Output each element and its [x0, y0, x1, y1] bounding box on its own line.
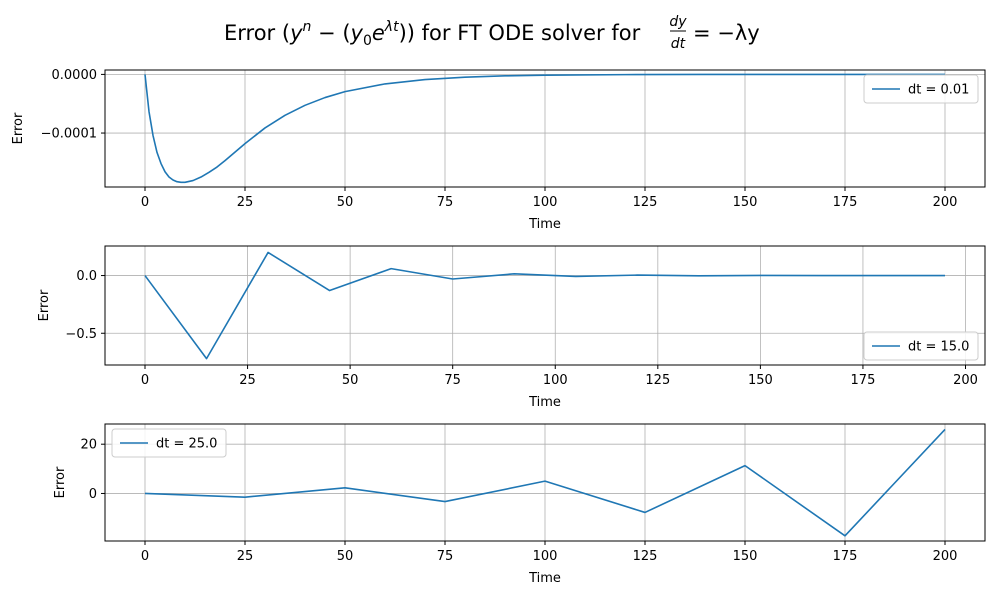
series-line — [144, 73, 945, 184]
y-tick-label: 20 — [80, 438, 97, 453]
y-axis-label: Error — [11, 112, 26, 144]
x-tick-label: 200 — [933, 549, 958, 564]
x-tick-label: 200 — [933, 195, 958, 210]
title-prefix: Error ( — [224, 21, 290, 45]
x-tick-label: 125 — [645, 373, 670, 388]
title-math-close: ) — [399, 21, 407, 45]
legend-label: dt = 25.0 — [156, 437, 217, 452]
x-axis-label: Time — [528, 217, 561, 232]
title-body: ) for FT ODE solver for — [407, 21, 641, 45]
x-tick-label: 0 — [141, 195, 149, 210]
figure-title: Error (yn − (y0eλt)) for FT ODE solver f… — [224, 14, 760, 52]
legend-box — [863, 331, 979, 361]
x-tick-label: 100 — [533, 549, 558, 564]
title-math-yn: y — [289, 21, 303, 45]
axes-frame — [104, 245, 986, 366]
y-axis-label: Error — [37, 289, 52, 321]
x-tick-label: 50 — [337, 549, 354, 564]
y-axis-label: Error — [53, 466, 68, 498]
series-line — [144, 251, 945, 360]
subplot-dt-0-01: 0 25 50 75 100 125 150 175 200 0.0000 −0.0001 Time E… — [11, 68, 986, 232]
legend: dt = 15.0 — [863, 331, 979, 361]
x-tick-label: 25 — [237, 195, 254, 210]
title-math-e: e — [372, 21, 385, 45]
legend-label: dt = 15.0 — [908, 340, 969, 355]
title-math-lt: λt — [384, 19, 399, 35]
x-tick-label: 75 — [437, 195, 454, 210]
title-suffix: = −λy — [693, 21, 760, 45]
legend-label: dt = 0.01 — [908, 83, 969, 98]
x-tick-label: 125 — [633, 195, 658, 210]
x-tick-label: 50 — [342, 373, 359, 388]
x-axis-label: Time — [528, 395, 561, 410]
y-tick-label: −0.5 — [65, 327, 97, 342]
svg-text:Error (yn − (y0eλt)) for FT OD: Error (yn − (y0eλt)) for FT ODE solver f… — [224, 19, 641, 49]
x-tick-label: 150 — [733, 195, 758, 210]
x-tick-label: 200 — [953, 373, 978, 388]
x-tick-label: 75 — [444, 373, 461, 388]
x-axis-label: Time — [528, 571, 561, 586]
x-tick-label: 150 — [748, 373, 773, 388]
y-tick-label: 0 — [89, 487, 97, 502]
legend: dt = 0.01 — [863, 74, 979, 104]
title-frac-den: dt — [671, 36, 686, 52]
title-math-minus: − ( — [311, 21, 350, 45]
x-tick-label: 0 — [141, 549, 149, 564]
title-math-n: n — [303, 19, 312, 35]
title-frac-num: dy — [669, 14, 687, 30]
x-tick-label: 175 — [833, 195, 858, 210]
title-math-y0: y — [350, 21, 364, 45]
x-tick-label: 175 — [851, 373, 876, 388]
x-tick-label: 125 — [633, 549, 658, 564]
y-tick-label: −0.0001 — [41, 127, 97, 142]
legend: dt = 25.0 — [111, 428, 227, 458]
x-tick-label: 0 — [141, 373, 149, 388]
legend-box — [111, 428, 227, 458]
y-tick-label: 0.0000 — [52, 68, 98, 83]
legend-box — [863, 74, 979, 104]
x-tick-label: 25 — [239, 373, 256, 388]
subplot-dt-15: 0 25 50 75 100 125 150 175 200 0.0 −0.5 Time Error dt… — [37, 245, 986, 410]
x-tick-label: 100 — [543, 373, 568, 388]
series-line — [144, 428, 946, 537]
x-tick-label: 50 — [337, 195, 354, 210]
x-tick-label: 175 — [833, 549, 858, 564]
x-tick-label: 75 — [437, 549, 454, 564]
y-tick-label: 0.0 — [76, 269, 97, 284]
x-tick-label: 150 — [733, 549, 758, 564]
title-math-0: 0 — [363, 33, 372, 49]
x-tick-label: 25 — [237, 549, 254, 564]
x-tick-label: 100 — [533, 195, 558, 210]
